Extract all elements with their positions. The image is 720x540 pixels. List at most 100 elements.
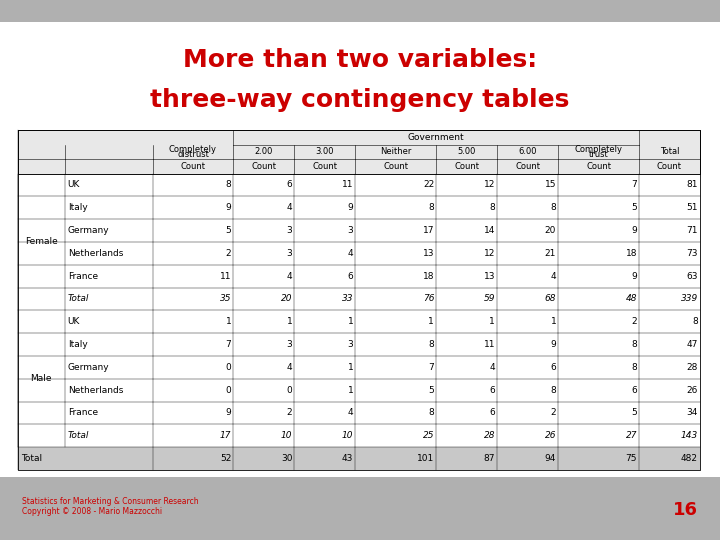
Text: 26: 26 [687,386,698,395]
Text: 2: 2 [226,249,231,258]
Text: 11: 11 [342,180,354,190]
Text: 1: 1 [490,318,495,326]
Text: 5: 5 [631,408,637,417]
Bar [18,287,700,310]
Text: distrust: distrust [177,151,209,159]
Text: 6: 6 [348,272,354,281]
Text: 18: 18 [423,272,434,281]
Text: 21: 21 [545,249,557,258]
Text: 4: 4 [490,363,495,372]
Bar [18,356,700,379]
Text: 13: 13 [423,249,434,258]
Text: 0: 0 [225,386,231,395]
Text: UK: UK [68,318,80,326]
Text: Count: Count [516,162,540,171]
Text: Female: Female [25,238,58,246]
Text: More than two variables:: More than two variables: [183,48,537,72]
Bar [18,333,700,356]
Text: 52: 52 [220,454,231,463]
Bar [18,242,700,265]
Text: 81: 81 [686,180,698,190]
Text: 4: 4 [287,272,292,281]
Text: 9: 9 [631,272,637,281]
Text: Count: Count [586,162,611,171]
Text: 3: 3 [287,226,292,235]
Text: Italy: Italy [68,203,87,212]
Text: 75: 75 [626,454,637,463]
Text: 9: 9 [225,203,231,212]
Text: 27: 27 [626,431,637,440]
Bar [18,173,700,197]
Text: 17: 17 [220,431,231,440]
Text: Male: Male [30,374,52,383]
Text: 6: 6 [490,386,495,395]
Text: Completely: Completely [575,145,623,154]
Text: 0: 0 [287,386,292,395]
Text: 26: 26 [545,431,557,440]
Text: 1: 1 [225,318,231,326]
Text: 5: 5 [428,386,434,395]
Text: 2.00: 2.00 [255,147,273,156]
Bar [18,130,700,145]
Text: 13: 13 [484,272,495,281]
Text: 1: 1 [348,363,354,372]
Text: 20: 20 [281,294,292,303]
Bar [18,379,700,402]
Text: 8: 8 [225,180,231,190]
Text: 11: 11 [220,272,231,281]
Text: Count: Count [657,162,682,171]
Text: 6: 6 [551,363,557,372]
Text: 143: 143 [680,431,698,440]
Text: Count: Count [312,162,338,171]
Text: 339: 339 [680,294,698,303]
Text: three-way contingency tables: three-way contingency tables [150,88,570,112]
Text: Statistics for Marketing & Consumer Research
Copyright © 2008 - Mario Mazzocchi: Statistics for Marketing & Consumer Rese… [22,497,199,516]
Text: Germany: Germany [68,363,109,372]
Text: 5: 5 [225,226,231,235]
Text: 25: 25 [423,431,434,440]
Text: 1: 1 [348,386,354,395]
Text: 7: 7 [631,180,637,190]
Text: 8: 8 [428,408,434,417]
Text: 28: 28 [687,363,698,372]
Text: Count: Count [454,162,480,171]
Text: 2: 2 [287,408,292,417]
Text: 68: 68 [545,294,557,303]
Bar [0,22,720,477]
Text: Netherlands: Netherlands [68,249,123,258]
Text: 4: 4 [287,203,292,212]
Text: trust: trust [589,151,608,159]
Text: 47: 47 [687,340,698,349]
Text: 18: 18 [626,249,637,258]
Text: 63: 63 [686,272,698,281]
Text: 8: 8 [631,363,637,372]
Text: 4: 4 [348,249,354,258]
Bar [18,424,700,447]
Text: Count: Count [181,162,205,171]
Text: 6: 6 [287,180,292,190]
Text: 0: 0 [225,363,231,372]
Text: Italy: Italy [68,340,87,349]
Text: 48: 48 [626,294,637,303]
Text: UK: UK [68,180,80,190]
Bar [18,145,700,159]
Text: 43: 43 [342,454,354,463]
Text: 2: 2 [551,408,557,417]
Text: 15: 15 [545,180,557,190]
Text: 16: 16 [673,501,698,519]
Text: 33: 33 [342,294,354,303]
Text: 8: 8 [428,340,434,349]
Text: Government: Government [408,133,464,141]
Text: 482: 482 [681,454,698,463]
Text: 94: 94 [545,454,557,463]
Text: 2: 2 [631,318,637,326]
Text: 9: 9 [225,408,231,417]
Text: 7: 7 [428,363,434,372]
Text: 7: 7 [225,340,231,349]
Text: 6: 6 [490,408,495,417]
Text: 12: 12 [484,249,495,258]
Text: 5: 5 [631,203,637,212]
Text: France: France [68,408,98,417]
Text: 9: 9 [631,226,637,235]
Text: 28: 28 [484,431,495,440]
